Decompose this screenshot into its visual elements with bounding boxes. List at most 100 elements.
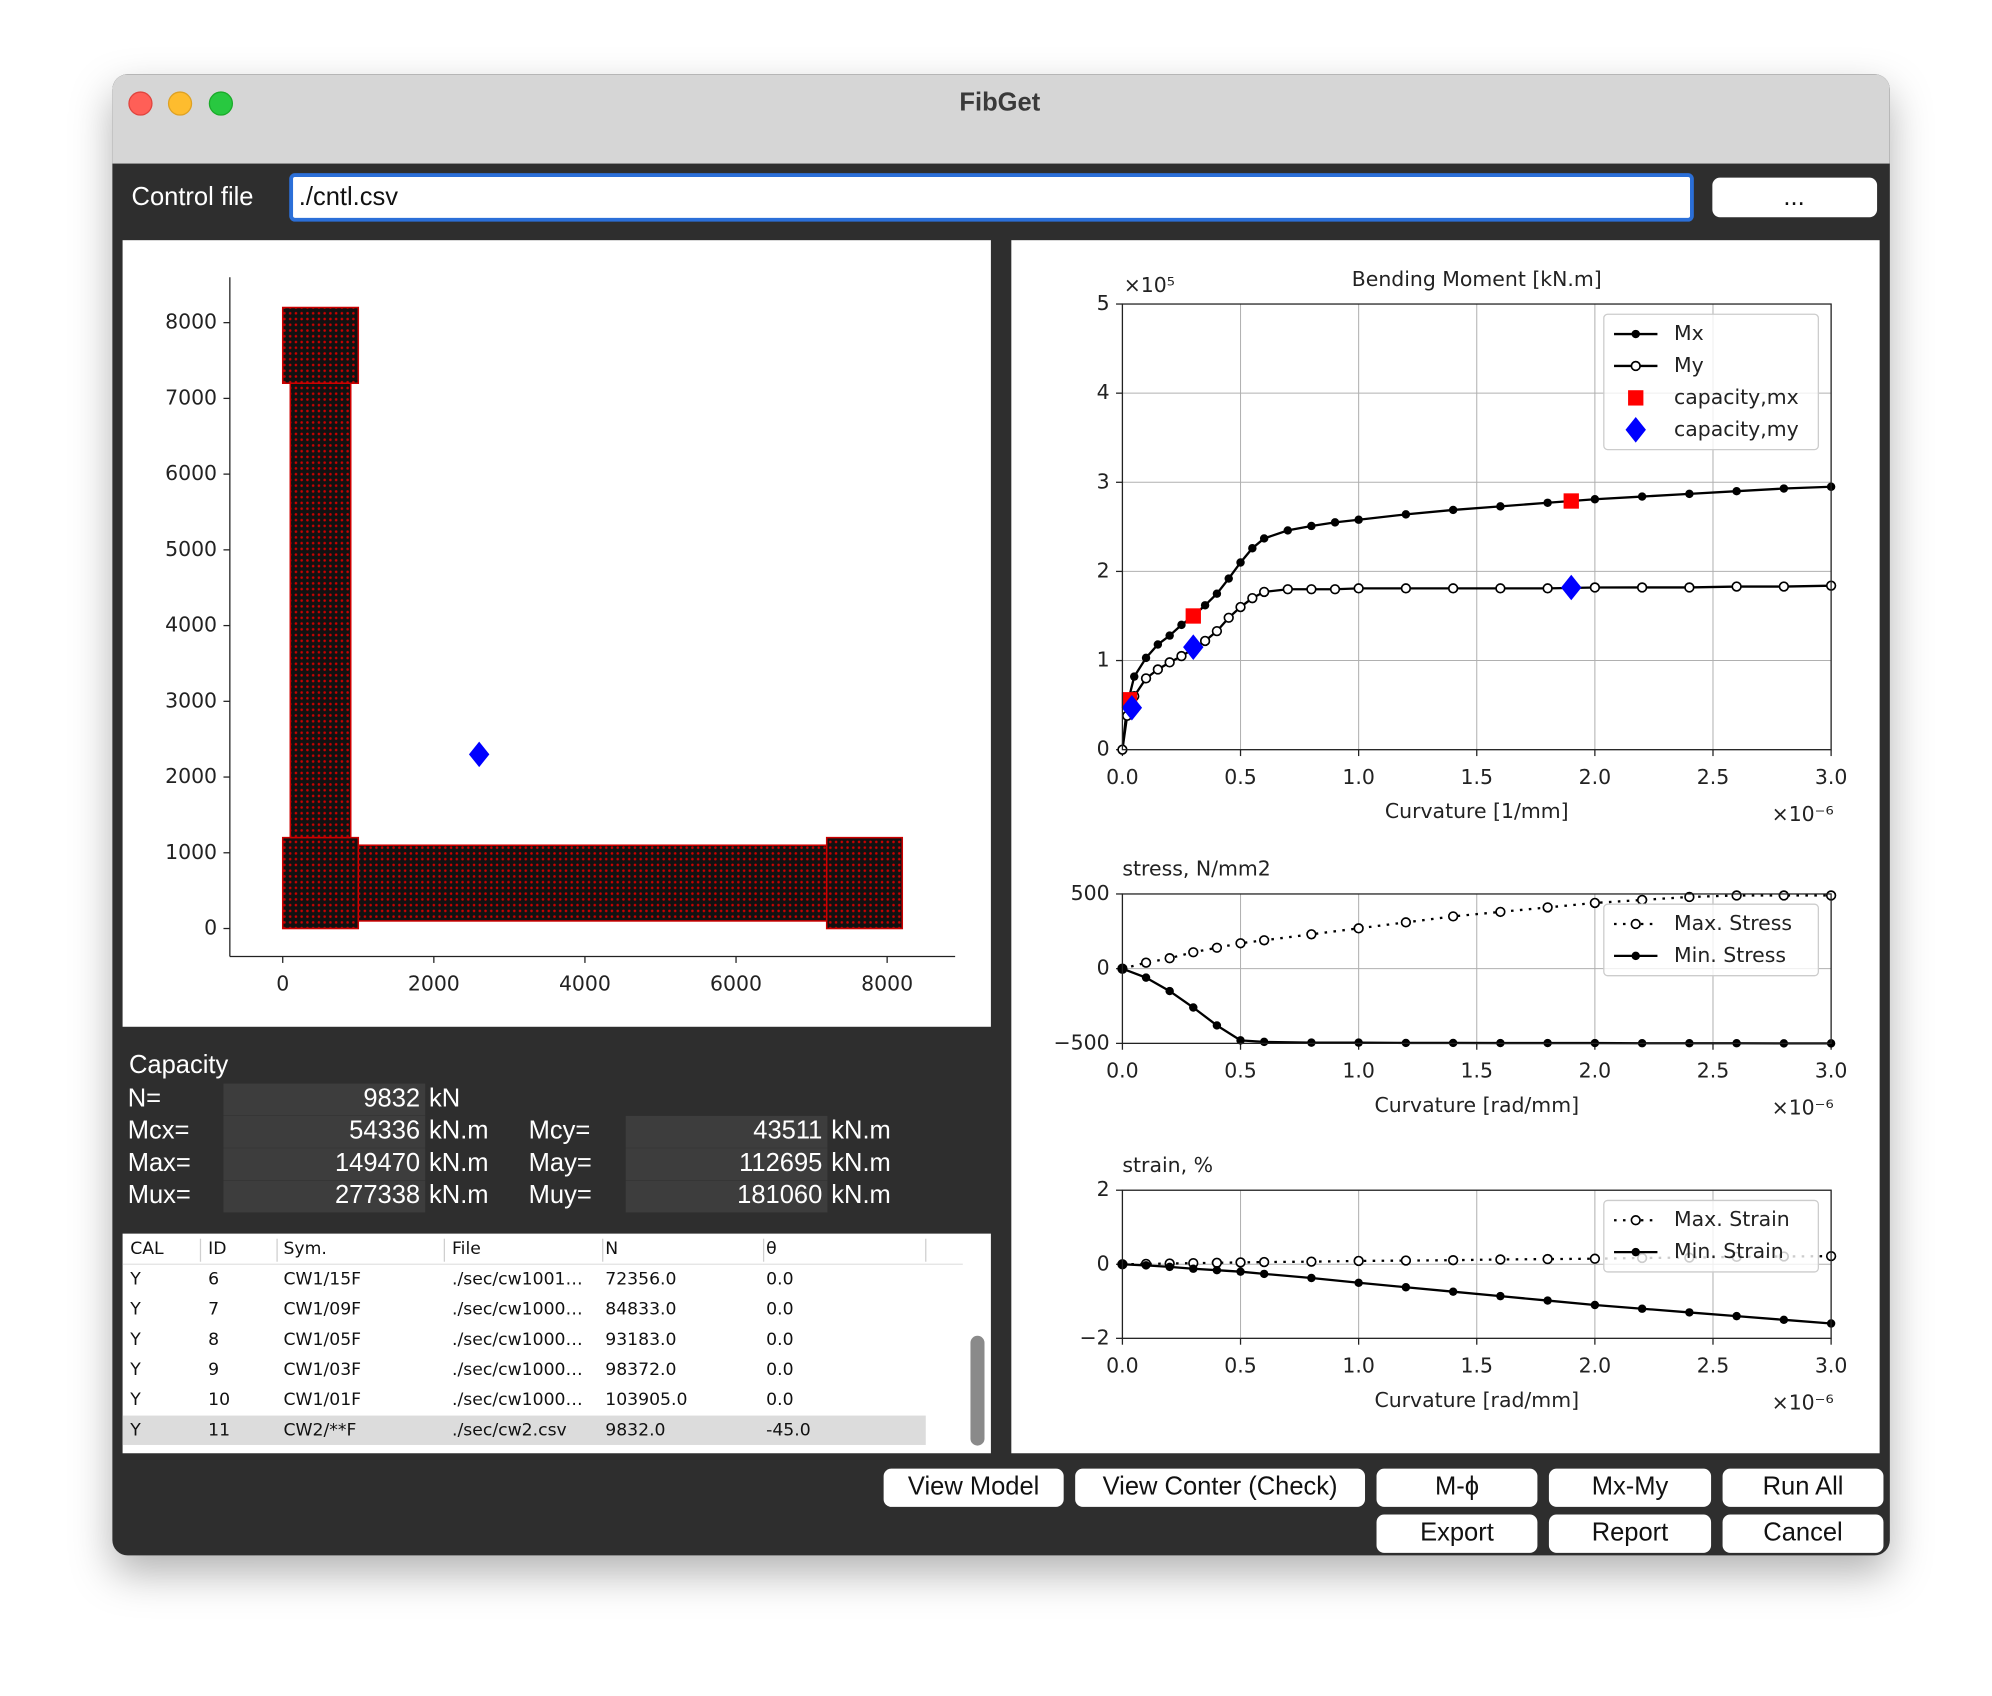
legend-marker [1630,1215,1641,1226]
y-tick-label: 500 [1071,881,1110,905]
x-tick-label: 0.5 [1224,1058,1256,1082]
table-cell: CW1/15F [283,1270,361,1290]
marker-circle [1307,521,1316,531]
value-box [625,1148,828,1181]
marker-open-circle [1235,1257,1246,1268]
table-cell: 72356.0 [605,1270,676,1290]
marker-open-circle [1589,1253,1601,1264]
x-axis-label: Curvature [rad/mm] [1374,1093,1579,1117]
marker-open-circle [1140,957,1152,968]
legend-box [1603,313,1819,451]
y-tick-label: 1 [1097,648,1110,672]
capacity-unit: kN.m [831,1181,891,1209]
marker-circle [1448,505,1458,515]
y-tick-label: 0 [1097,1251,1110,1275]
capacity-unit: kN.m [429,1181,489,1209]
capacity-value: 43511 [753,1117,822,1145]
capacity-value: 112695 [739,1149,822,1177]
button-label: Mx-My [1592,1472,1669,1500]
table-cell: Y [129,1420,141,1440]
button[interactable] [1548,1514,1712,1553]
legend-marker [1631,1247,1640,1257]
button-label: View Conter (Check) [1103,1472,1338,1500]
y-tick-label: 8000 [165,310,217,334]
marker-circle [1354,1038,1363,1047]
marker-open-circle [1636,894,1648,906]
legend-marker [1631,329,1640,339]
button-label: View Model [908,1472,1039,1500]
close-button[interactable] [128,91,153,116]
legend-box [1603,903,1819,977]
legend-marker [1630,360,1641,372]
marker-open-circle [1306,1256,1317,1267]
marker-circle [1307,1038,1316,1047]
y-tick-label: 4000 [165,613,217,637]
marker-circle [1543,498,1552,508]
x-tick-label: 2000 [408,972,460,996]
y-tick-label: 0 [1097,737,1110,761]
marker-circle [1212,1021,1222,1030]
marker-circle [1354,1278,1363,1288]
table-cell: CW1/09F [283,1300,361,1320]
x-tick-label: 3.0 [1815,1353,1847,1377]
column-header: CAL [130,1239,164,1259]
table-cell: 6 [208,1270,219,1290]
button-label: M-ϕ [1435,1472,1479,1500]
zoom-button[interactable] [208,91,234,116]
fiber-region [281,306,360,385]
button-label: Run All [1763,1472,1844,1500]
marker-open-circle [1778,890,1790,901]
y-offset-label: ×10⁵ [1124,273,1175,297]
marker-circle [1141,973,1151,982]
button[interactable] [1376,1468,1538,1507]
capacity-title: Capacity [129,1051,229,1079]
x-tick-label: 3.0 [1815,1058,1847,1082]
marker-circle [1212,1265,1222,1275]
x-tick-label: 6000 [710,972,762,996]
legend-label: My [1674,353,1704,377]
button[interactable] [1376,1514,1538,1553]
control-file-input[interactable] [289,173,1694,222]
marker-circle [1401,1283,1411,1292]
marker-circle [1354,515,1363,524]
x-offset-label: ×10⁻⁶ [1772,802,1834,826]
marker-open-circle [1447,583,1459,594]
marker-open-circle [1400,917,1412,928]
control-file-value: ./cntl.csv [299,183,398,211]
table-cell: 98372.0 [605,1360,676,1380]
button[interactable] [1075,1468,1366,1507]
marker-open-circle [1211,625,1223,637]
y-tick-label: 0 [204,916,217,940]
y-tick-label: 7000 [165,385,217,409]
marker-circle [1189,1264,1198,1273]
marker-circle [1496,1291,1505,1301]
marker-circle [1685,489,1694,499]
marker-circle [1130,672,1139,681]
marker-open-circle [1235,601,1246,613]
minimize-button[interactable] [167,91,193,116]
button[interactable] [1722,1468,1884,1507]
marker-circle [1590,495,1600,504]
scrollbar-thumb[interactable] [970,1335,985,1446]
browse-button[interactable] [1712,177,1878,218]
marker-open-circle [1306,929,1317,940]
marker-open-circle [1542,902,1553,913]
table-cell: 0.0 [766,1330,793,1350]
table-cell: 0.0 [766,1270,793,1290]
marker-circle [1307,1273,1316,1283]
button[interactable] [883,1468,1064,1507]
button[interactable] [1722,1514,1884,1553]
table-cell: Y [129,1300,141,1320]
marker-square [1563,493,1579,509]
marker-circle [1637,1304,1647,1313]
marker-open-circle [1199,635,1211,647]
table-cell: Y [129,1360,141,1380]
column-header: N [605,1239,618,1259]
chart-title: stress, N/mm2 [1122,857,1270,881]
table-cell: ./sec/cw2.csv [452,1420,567,1440]
x-axis-label: Curvature [1/mm] [1385,799,1569,823]
marker-open-circle [1542,583,1553,594]
button[interactable] [1548,1468,1712,1507]
marker-open-circle [1211,1257,1223,1268]
